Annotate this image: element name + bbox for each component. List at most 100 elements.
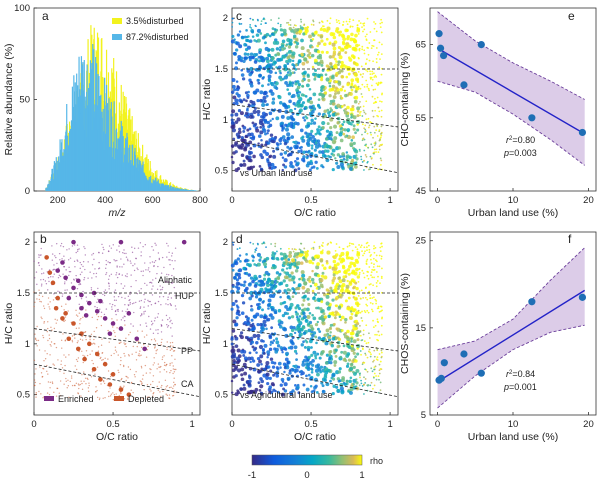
scatter-point [353, 264, 356, 267]
scatter-point [376, 318, 379, 321]
scatter-point [74, 365, 76, 367]
scatter-point [246, 166, 251, 171]
scatter-point [169, 362, 171, 365]
scatter-point [56, 242, 58, 245]
scatter-point [368, 337, 371, 339]
scatter-point [245, 99, 248, 103]
scatter-point [75, 358, 78, 361]
scatter-point [139, 307, 141, 310]
scatter-point [118, 326, 124, 331]
scatter-point [372, 45, 375, 48]
scatter-point [125, 379, 127, 382]
scatter-point [341, 282, 346, 288]
scatter-point [295, 266, 300, 270]
scatter-point [143, 343, 145, 346]
scatter-point [70, 377, 73, 379]
scatter-point [101, 359, 103, 361]
scatter-point [85, 296, 87, 298]
scatter-point [363, 24, 365, 27]
scatter-point [277, 17, 280, 20]
scatter-point [373, 76, 376, 78]
scatter-point [294, 383, 297, 387]
scatter-point [233, 275, 237, 280]
scatter-point [352, 286, 355, 290]
stats-f-r2: r2=0.84 [506, 369, 535, 379]
scatter-point [371, 308, 373, 311]
scatter-point [236, 248, 239, 250]
scatter-point [238, 23, 241, 26]
scatter-point [81, 271, 83, 273]
scatter-point [273, 361, 277, 365]
scatter-point [338, 293, 342, 297]
scatter-point [170, 255, 173, 257]
scatter-point [142, 270, 144, 272]
data-point-f-2 [440, 359, 448, 367]
scatter-point [363, 127, 366, 130]
scatter-point [148, 396, 150, 398]
scatter-point [127, 354, 130, 356]
scatter-point [377, 168, 380, 171]
scatter-point [374, 74, 377, 77]
scatter-point [316, 297, 321, 302]
scatter-point [274, 349, 279, 354]
scatter-point [264, 287, 268, 291]
scatter-point [302, 295, 306, 299]
scatter-point [265, 59, 270, 64]
scatter-point [140, 346, 143, 349]
scatter-point [373, 263, 375, 266]
scatter-point [40, 316, 42, 318]
scatter-point [122, 387, 124, 389]
scatter-point [278, 325, 283, 329]
scatter-point [310, 346, 313, 349]
scatter-point [53, 264, 55, 266]
scatter-point [251, 279, 255, 284]
scatter-point [95, 272, 98, 275]
scatter-point [134, 376, 136, 378]
scatter-point [327, 368, 331, 373]
scatter-point [279, 71, 282, 75]
scatter-point [368, 126, 370, 129]
scatter-point [344, 93, 348, 98]
scatter-point [267, 74, 272, 79]
scatter-point [125, 345, 127, 348]
scatter-point [302, 150, 306, 154]
scatter-point [303, 70, 307, 75]
scatter-point [373, 152, 375, 155]
scatter-point [365, 38, 368, 41]
scatter-point [254, 24, 257, 27]
scatter-point [374, 100, 377, 103]
scatter-point [276, 250, 278, 253]
scatter-point [116, 265, 118, 267]
scatter-point [79, 323, 81, 325]
scatter-point [264, 143, 268, 147]
scatter-point [240, 373, 244, 377]
scatter-point [367, 244, 370, 247]
scatter-point [77, 357, 80, 359]
xlabel-d: O/C ratio [294, 431, 336, 443]
scatter-point [380, 109, 383, 112]
scatter-point [325, 50, 329, 54]
scatter-point [371, 95, 374, 98]
scatter-point [303, 281, 308, 286]
scatter-point [320, 84, 325, 89]
scatter-point [231, 241, 234, 244]
scatter-point [331, 168, 335, 172]
scatter-point [159, 285, 161, 287]
scatter-point [102, 361, 108, 367]
scatter-point [63, 311, 68, 316]
scatter-point [102, 379, 105, 382]
legend-a-blue-swatch [112, 34, 122, 40]
scatter-point [314, 75, 317, 79]
scatter-point [82, 354, 84, 357]
scatter-point [83, 279, 85, 281]
scatter-point [375, 254, 378, 257]
scatter-point [365, 262, 368, 265]
scatter-point [329, 62, 333, 66]
scatter-point [328, 353, 332, 356]
scatter-point [252, 326, 256, 331]
scatter-point [375, 300, 378, 302]
scatter-point [79, 338, 82, 341]
scatter-point [83, 380, 85, 382]
scatter-point [310, 105, 314, 110]
scatter-point [265, 283, 270, 288]
